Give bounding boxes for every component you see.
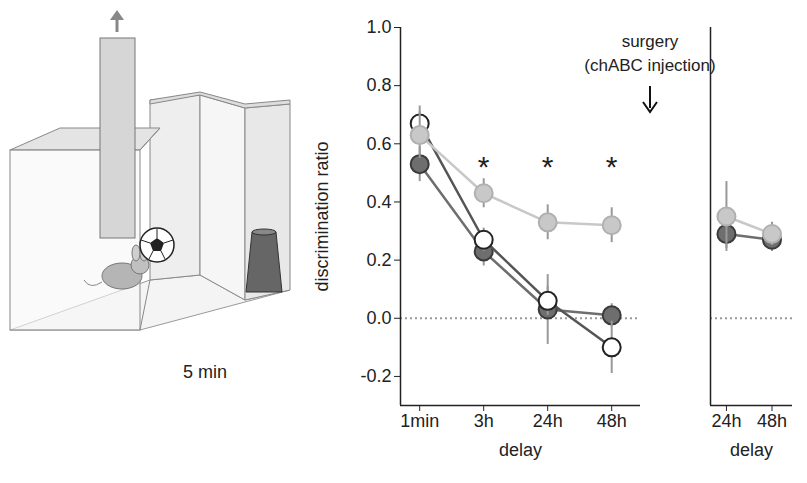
svg-text:24h: 24h (711, 411, 741, 431)
svg-text:delay: delay (499, 440, 542, 460)
svg-text:5 min: 5 min (183, 362, 227, 382)
svg-text:-0.2: -0.2 (360, 366, 391, 386)
svg-text:discrimination ratio: discrimination ratio (312, 141, 332, 291)
svg-text:0.0: 0.0 (366, 308, 391, 328)
html-text:(chABC injection): (chABC injection) (584, 56, 716, 75)
svg-text:0.2: 0.2 (366, 250, 391, 270)
svg-text:0.6: 0.6 (366, 134, 391, 154)
svg-text:*: * (478, 150, 490, 183)
svg-text:delay: delay (730, 440, 773, 460)
svg-text:24h: 24h (533, 411, 563, 431)
svg-text:0.4: 0.4 (366, 192, 391, 212)
svg-text:3h: 3h (474, 411, 494, 431)
html-text:surgery: surgery (621, 32, 679, 51)
svg-text:*: * (606, 150, 618, 183)
svg-text:1.0: 1.0 (366, 17, 391, 37)
svg-text:0.8: 0.8 (366, 75, 391, 95)
svg-text:*: * (542, 150, 554, 183)
svg-text:48h: 48h (597, 411, 627, 431)
svg-text:1min: 1min (400, 411, 439, 431)
svg-text:48h: 48h (757, 411, 787, 431)
